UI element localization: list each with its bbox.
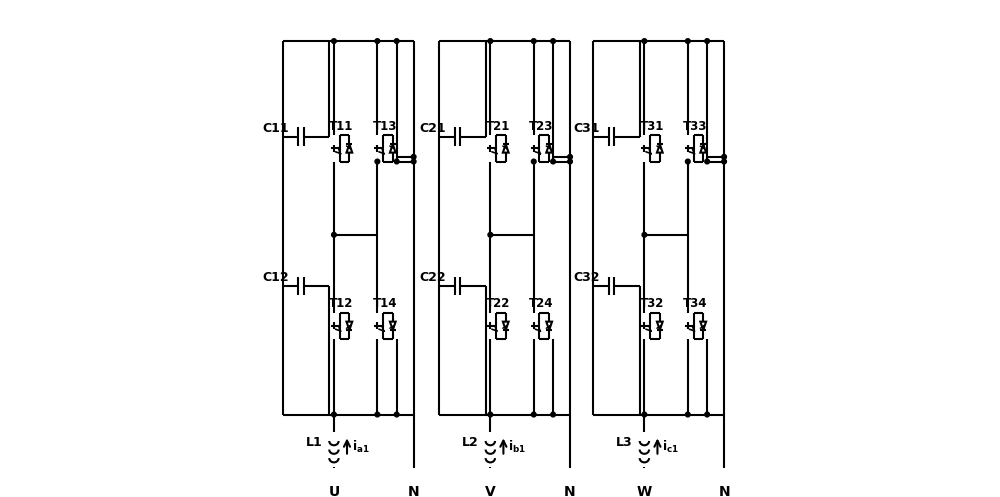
Circle shape xyxy=(332,233,336,237)
Circle shape xyxy=(488,233,493,237)
Text: N: N xyxy=(718,485,730,497)
Circle shape xyxy=(531,39,536,43)
Circle shape xyxy=(551,159,555,164)
Text: $\mathbf{i_{c1}}$: $\mathbf{i_{c1}}$ xyxy=(662,439,679,455)
Text: T22: T22 xyxy=(486,297,510,311)
Text: T11: T11 xyxy=(329,120,354,133)
Circle shape xyxy=(531,159,536,164)
Circle shape xyxy=(551,39,555,43)
Text: T33: T33 xyxy=(683,120,707,133)
Circle shape xyxy=(642,39,647,43)
Text: C12: C12 xyxy=(263,271,289,284)
Text: C32: C32 xyxy=(573,271,600,284)
Text: T24: T24 xyxy=(529,297,554,311)
Text: C31: C31 xyxy=(573,122,600,135)
Circle shape xyxy=(642,233,647,237)
Circle shape xyxy=(705,412,709,417)
Text: T23: T23 xyxy=(529,120,553,133)
Text: V: V xyxy=(485,485,496,497)
Circle shape xyxy=(722,159,726,164)
Circle shape xyxy=(685,412,690,417)
Text: T32: T32 xyxy=(640,297,664,311)
Circle shape xyxy=(375,159,380,164)
Text: T13: T13 xyxy=(373,120,397,133)
Circle shape xyxy=(685,159,690,164)
Text: N: N xyxy=(408,485,419,497)
Text: T31: T31 xyxy=(640,120,664,133)
Circle shape xyxy=(411,159,416,164)
Circle shape xyxy=(568,159,572,164)
Text: N: N xyxy=(564,485,576,497)
Text: L1: L1 xyxy=(306,436,322,449)
Circle shape xyxy=(332,39,336,43)
Circle shape xyxy=(722,155,726,159)
Text: C11: C11 xyxy=(263,122,289,135)
Circle shape xyxy=(394,39,399,43)
Circle shape xyxy=(705,39,709,43)
Text: C22: C22 xyxy=(419,271,446,284)
Text: L3: L3 xyxy=(616,436,633,449)
Circle shape xyxy=(685,39,690,43)
Circle shape xyxy=(642,412,647,417)
Circle shape xyxy=(394,412,399,417)
Text: C21: C21 xyxy=(419,122,446,135)
Circle shape xyxy=(488,39,493,43)
Circle shape xyxy=(332,412,336,417)
Text: T34: T34 xyxy=(683,297,708,311)
Text: U: U xyxy=(328,485,340,497)
Text: L2: L2 xyxy=(462,436,479,449)
Circle shape xyxy=(531,412,536,417)
Circle shape xyxy=(394,159,399,164)
Circle shape xyxy=(375,39,380,43)
Text: T14: T14 xyxy=(373,297,397,311)
Text: T12: T12 xyxy=(329,297,354,311)
Circle shape xyxy=(411,155,416,159)
Text: $\mathbf{i_{a1}}$: $\mathbf{i_{a1}}$ xyxy=(352,439,369,455)
Text: W: W xyxy=(637,485,652,497)
Circle shape xyxy=(705,159,709,164)
Circle shape xyxy=(551,412,555,417)
Text: $\mathbf{i_{b1}}$: $\mathbf{i_{b1}}$ xyxy=(508,439,526,455)
Circle shape xyxy=(375,412,380,417)
Circle shape xyxy=(568,155,572,159)
Circle shape xyxy=(488,412,493,417)
Text: T21: T21 xyxy=(486,120,510,133)
